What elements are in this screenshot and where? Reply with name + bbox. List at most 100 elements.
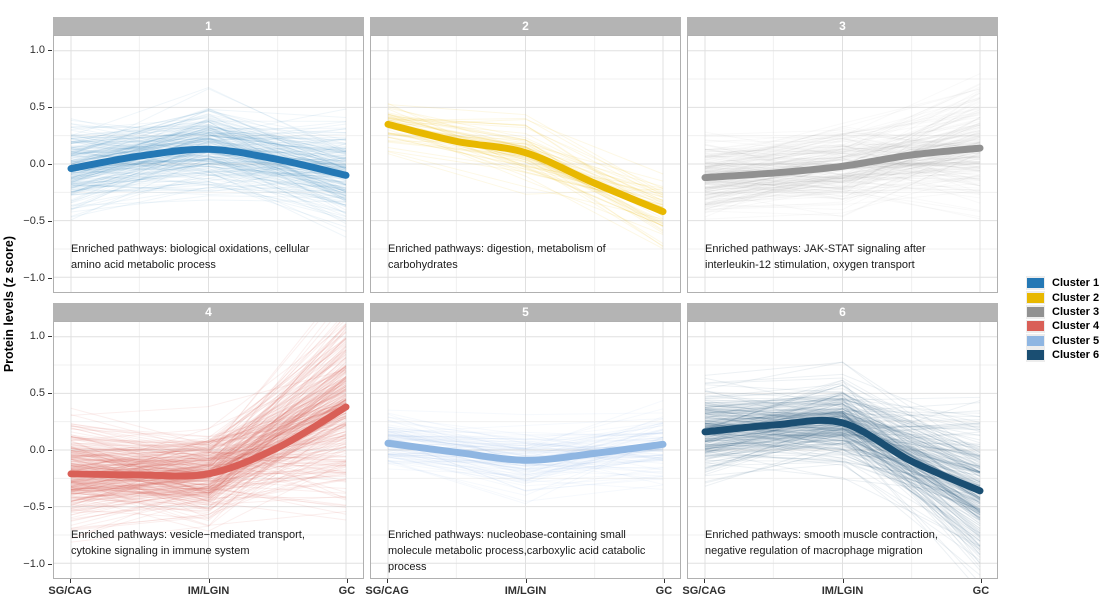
legend-item: Cluster 4: [1026, 319, 1100, 334]
legend-label: Cluster 4: [1052, 320, 1100, 333]
legend-key: [1026, 348, 1045, 362]
panel-plot-area-2: Enriched pathways: digestion, metabolism…: [370, 35, 681, 293]
facet-strip-3: 3: [687, 17, 998, 35]
legend-label: Cluster 2: [1052, 291, 1100, 304]
trend-line: [67, 145, 350, 179]
legend-key: [1026, 290, 1045, 305]
cluster-lines-plot-1: [54, 36, 363, 292]
cluster-lines-plot-6: [688, 322, 997, 578]
legend-item: Cluster 6: [1026, 348, 1099, 362]
y-axis-tick-label: 0.0: [29, 158, 45, 170]
y-axis-tick-label: −0.5: [23, 215, 45, 228]
y-axis-tick-label: 1.0: [29, 329, 45, 342]
facet-panel-4: 4 Enriched pathways: vesicle−mediated tr…: [53, 303, 364, 579]
legend-label: Cluster 1: [1052, 277, 1100, 290]
facet-strip-label: 5: [522, 305, 529, 319]
y-axis-title: Protein levels (z score): [2, 236, 16, 373]
y-axis-tick: [48, 49, 52, 51]
facet-strip-4: 4: [53, 303, 364, 321]
cluster-lines-plot-2: [371, 36, 680, 292]
panel-plot-area-3: Enriched pathways: JAK-STAT signaling af…: [687, 35, 998, 293]
legend-color-swatch: [1027, 292, 1044, 303]
y-axis-tick-label: −1.0: [23, 558, 45, 571]
facet-panel-5: 5 Enriched pathways: nucleobase-containi…: [370, 303, 681, 579]
legend-color-swatch: [1027, 335, 1044, 346]
facet-panel-6: 6 Enriched pathways: smooth muscle contr…: [687, 303, 998, 579]
y-axis-tick: [48, 164, 52, 165]
legend-label: Cluster 6: [1052, 349, 1100, 362]
y-axis-tick-label: −0.5: [23, 501, 45, 514]
pathway-annotation-2: Enriched pathways: digestion, metabolism…: [388, 243, 606, 271]
x-axis-tick-label: IM/LGIN: [504, 585, 547, 597]
legend-key: [1026, 305, 1045, 319]
facet-panel-3: 3 Enriched pathways: JAK-STAT signaling …: [687, 17, 998, 293]
legend-key: [1026, 319, 1045, 334]
legend-label: Cluster 5: [1052, 334, 1100, 347]
trend-line: [384, 439, 667, 464]
legend-item: Cluster 5: [1026, 334, 1099, 348]
y-axis-tick-label: −1.0: [23, 272, 45, 285]
facet-strip-6: 6: [687, 303, 998, 321]
facet-strip-label: 6: [839, 305, 846, 319]
x-axis-tick-label: GC: [338, 585, 356, 597]
facet-panel-1: 1 Enriched pathways: biological oxidatio…: [53, 17, 364, 293]
x-axis-tick: [663, 579, 665, 583]
member-lines: [704, 361, 981, 578]
x-axis-tick: [208, 579, 210, 583]
panel-plot-area-5: Enriched pathways: nucleobase-containing…: [370, 321, 681, 579]
legend-item: Cluster 2: [1026, 290, 1100, 305]
y-axis-tick: [48, 106, 52, 108]
x-axis-tick-label: GC: [972, 585, 990, 597]
panel-plot-area-1: Enriched pathways: biological oxidations…: [53, 35, 364, 293]
y-axis-tick: [48, 392, 52, 394]
pathway-annotation-5: Enriched pathways: nucleobase-containing…: [388, 529, 646, 573]
x-axis-tick-label: GC: [655, 585, 673, 597]
pathway-annotation-3: Enriched pathways: JAK-STAT signaling af…: [705, 243, 926, 271]
trend-line: [701, 144, 984, 182]
panel-plot-area-6: Enriched pathways: smooth muscle contrac…: [687, 321, 998, 579]
y-axis-tick-label: 0.5: [29, 386, 45, 399]
cluster-lines-plot-4: [54, 322, 363, 578]
y-axis-tick: [48, 450, 52, 451]
y-axis-tick: [48, 507, 52, 509]
cluster-lines-plot-3: [688, 36, 997, 292]
x-axis-tick: [704, 579, 706, 583]
cluster-lines-plot-5: [371, 322, 680, 578]
x-axis-tick: [70, 579, 72, 583]
legend-color-swatch: [1027, 306, 1044, 317]
facet-strip-label: 2: [522, 19, 529, 33]
pathway-annotation-6: Enriched pathways: smooth muscle contrac…: [705, 529, 938, 557]
y-axis-tick-label: 1.0: [29, 43, 45, 56]
facet-strip-label: 3: [839, 19, 846, 33]
legend-color-swatch: [1027, 350, 1044, 361]
y-axis-tick: [48, 564, 52, 566]
y-axis-tick: [48, 335, 52, 337]
x-axis-tick: [387, 579, 389, 583]
legend-key: [1026, 276, 1045, 290]
facet-strip-label: 1: [205, 19, 212, 33]
x-axis-tick: [842, 579, 844, 583]
y-axis-tick-label: 0.0: [29, 444, 45, 456]
facet-strip-5: 5: [370, 303, 681, 321]
facet-panel-2: 2 Enriched pathways: digestion, metaboli…: [370, 17, 681, 293]
pathway-annotation-4: Enriched pathways: vesicle−mediated tran…: [71, 529, 305, 557]
y-axis-tick-label: 0.5: [29, 100, 45, 113]
legend-key: [1026, 334, 1045, 348]
legend-item: Cluster 1: [1026, 276, 1099, 290]
cluster-legend: Cluster 1 Cluster 2 Cluster 3 Cluster 4 Clus…: [1026, 276, 1099, 362]
x-axis-tick-label: IM/LGIN: [821, 585, 864, 597]
legend-color-swatch: [1027, 278, 1044, 289]
y-axis-tick: [48, 278, 52, 280]
legend-label: Cluster 3: [1052, 305, 1100, 318]
y-axis-tick: [48, 221, 52, 223]
legend-item: Cluster 3: [1026, 305, 1099, 319]
x-axis-tick-label: SG/CAG: [682, 585, 726, 597]
x-axis-tick: [346, 579, 348, 583]
x-axis-tick-label: SG/CAG: [365, 585, 409, 597]
x-axis-tick: [525, 579, 527, 583]
facet-strip-1: 1: [53, 17, 364, 35]
x-axis-tick: [980, 579, 982, 583]
pathway-annotation-1: Enriched pathways: biological oxidations…: [71, 243, 310, 271]
trend-line: [67, 403, 350, 480]
